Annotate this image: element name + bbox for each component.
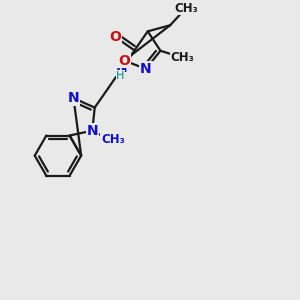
Text: CH₃: CH₃ xyxy=(171,51,194,64)
Text: O: O xyxy=(118,54,130,68)
Text: CH₃: CH₃ xyxy=(174,2,198,15)
Text: N: N xyxy=(68,91,79,105)
Text: N: N xyxy=(86,124,98,138)
Text: N: N xyxy=(140,62,152,76)
Text: CH₃: CH₃ xyxy=(101,134,125,146)
Text: H: H xyxy=(116,71,124,81)
Text: N: N xyxy=(116,61,127,75)
Text: O: O xyxy=(110,30,122,44)
